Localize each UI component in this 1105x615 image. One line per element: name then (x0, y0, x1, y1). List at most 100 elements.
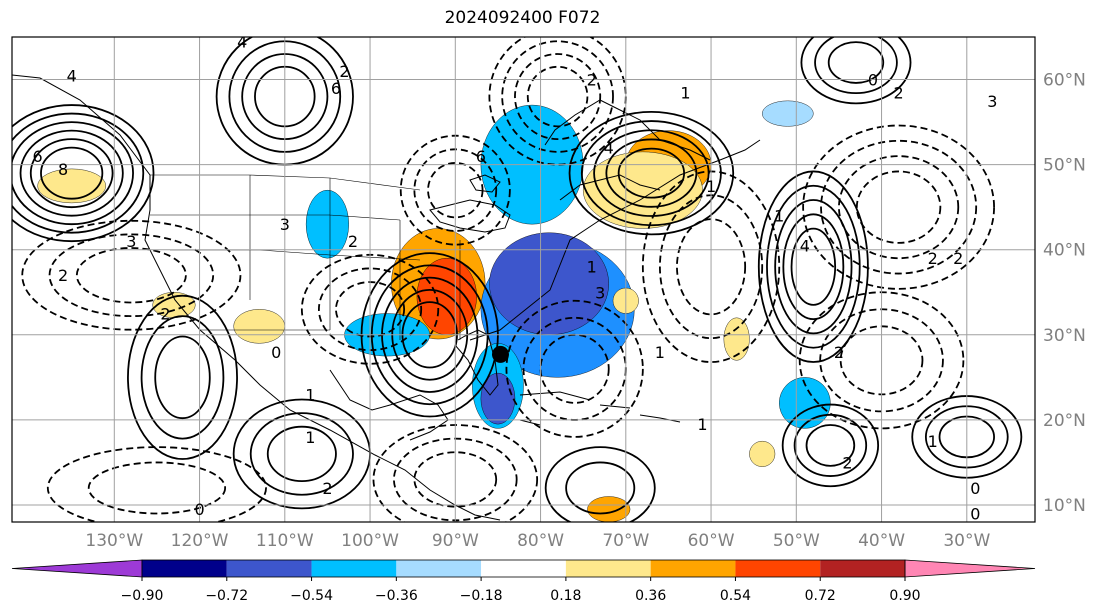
contour-label: 2 (348, 232, 358, 251)
shaded-region-12 (779, 377, 831, 429)
contour-label: 4 (237, 32, 247, 51)
longitude-label: 50°W (773, 531, 820, 551)
contour-8-ring-2 (793, 413, 868, 477)
contour-17-ring-3 (820, 139, 978, 275)
contour-10-ring-3 (800, 37, 912, 105)
contour-label: 1 (305, 428, 315, 447)
colorbar-tick-label: 0.54 (720, 588, 751, 604)
contour-label: 1 (587, 258, 597, 277)
colorbar-tick-label: −0.72 (205, 588, 248, 604)
contour-20-ring-1 (87, 461, 227, 515)
contour-5-ring-3 (127, 294, 238, 460)
contour-label: 6 (32, 147, 42, 166)
contour-3-ring-5 (568, 110, 735, 236)
colorbar-bin-4 (396, 560, 482, 577)
contour-0-ring-5 (12, 112, 145, 234)
contour-20-ring-2 (46, 446, 267, 522)
contour-3-ring-3 (593, 129, 710, 217)
contour-0-ring-1 (40, 146, 104, 200)
contour-7-ring-2 (544, 446, 656, 522)
contour-label: 2 (160, 305, 170, 324)
contour-label: 2 (894, 83, 904, 102)
caribbean-islands (519, 391, 681, 426)
longitude-label: 100°W (341, 531, 399, 551)
contour-label: 4 (800, 236, 810, 255)
shaded-region-10 (305, 189, 349, 259)
longitude-label: 80°W (517, 531, 564, 551)
longitude-label: 110°W (256, 531, 314, 551)
contour-11-ring-1 (526, 65, 589, 128)
contour-7-ring-1 (565, 461, 636, 515)
contour-16-ring-1 (75, 247, 187, 304)
contour-label: 2 (58, 266, 68, 285)
contour-label: 3 (595, 283, 605, 302)
contour-label: 6 (476, 147, 486, 166)
contour-4-ring-4 (766, 184, 861, 349)
colorbar-bin-3 (311, 560, 397, 577)
contour-4-ring-3 (774, 199, 853, 335)
longitude-labels: 130°W 120°W 110°W 100°W 90°W 80°W 70°W 60°W 50°W… (85, 531, 990, 551)
latitude-label: 40°N (1043, 241, 1086, 261)
contour-label: 2 (928, 249, 938, 268)
colorbar-tick-label: −0.54 (290, 588, 333, 604)
longitude-label: 70°W (602, 531, 649, 551)
contour-4-ring-1 (790, 227, 837, 306)
lat-lon-grid (12, 37, 1035, 522)
contour-label: 2 (834, 343, 844, 362)
longitude-label: 40°W (858, 531, 905, 551)
colorbar-bin-5 (481, 560, 566, 577)
latitude-label: 30°N (1043, 326, 1086, 346)
contour-16-ring-3 (21, 219, 242, 331)
contour-label: 4 (67, 66, 77, 85)
contour-0-ring-4 (12, 121, 134, 226)
shaded-region-8 (480, 372, 516, 425)
contour-label: 1 (305, 385, 315, 404)
contour-6-ring-1 (266, 425, 337, 483)
contour-5-ring-1 (154, 335, 211, 420)
contour-label: 1 (706, 177, 716, 196)
colorbar-extend-high (904, 559, 1036, 578)
contour-11-ring-3 (501, 40, 614, 153)
contour-label: 0 (271, 343, 281, 362)
contour-16-ring-2 (48, 233, 215, 317)
contour-label: 0 (194, 500, 204, 519)
contour-14-ring-3 (505, 299, 644, 438)
contour-label: 0 (970, 479, 980, 498)
colorbar-extend-low (11, 559, 143, 578)
longitude-label: 60°W (688, 531, 735, 551)
contour-6-ring-2 (249, 412, 354, 496)
colorbar-bin-2 (226, 560, 312, 577)
colorbar-bin-6 (565, 560, 651, 577)
shaded-region-13 (233, 309, 286, 344)
colorbar-tick-label: 0.72 (805, 588, 836, 604)
colorbar: −0.90 −0.72 −0.54 −0.36 −0.18 0.18 0.36 0.54 0.7… (11, 559, 1036, 604)
contour-11-ring-2 (514, 53, 602, 141)
colorbar-bin-9 (820, 560, 905, 577)
contour-label: 3 (280, 215, 290, 234)
contour-label: 1 (680, 83, 690, 102)
contour-label: 2 (842, 453, 852, 472)
contour-label: 0 (970, 504, 980, 523)
map-title: 2024092400 F072 (444, 8, 601, 28)
colorbar-tick-label: 0.90 (889, 588, 920, 604)
contour-3-ring-1 (617, 147, 686, 199)
colorbar-bin-1 (142, 560, 227, 577)
contour-label: 1 (774, 207, 784, 226)
contour-label: 1 (655, 343, 665, 362)
contour-label: 2 (953, 249, 963, 268)
contour-0-ring-6 (12, 104, 155, 243)
colorbar-bin-8 (735, 560, 821, 577)
contour-label: 2 (339, 62, 349, 81)
colorbar-bin-7 (650, 560, 736, 577)
colorbar-tick-label: −0.90 (121, 588, 164, 604)
contour-label: 3 (126, 232, 136, 251)
longitude-label: 30°W (943, 531, 990, 551)
colorbar-outline (141, 559, 906, 578)
contour-0-ring-3 (19, 129, 124, 217)
latitude-label: 50°N (1043, 156, 1086, 176)
contour-label: 8 (58, 160, 68, 179)
contour-10-ring-2 (814, 37, 898, 95)
shaded-region-17 (749, 440, 776, 467)
